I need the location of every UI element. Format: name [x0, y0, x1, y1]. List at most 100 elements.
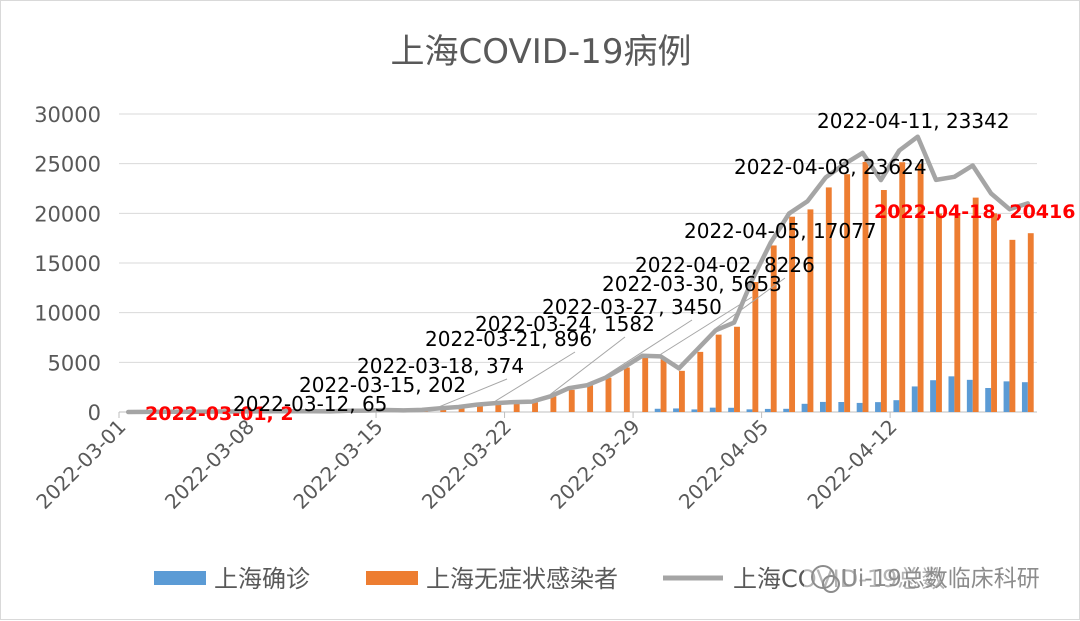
legend-swatch — [154, 571, 206, 585]
confirmed-bar — [893, 400, 900, 412]
confirmed-bar — [728, 407, 735, 412]
asymptomatic-bar — [770, 245, 777, 412]
confirmed-bar — [764, 408, 771, 412]
asymptomatic-bar — [899, 162, 906, 412]
leader-line — [550, 336, 626, 395]
y-tick-label: 30000 — [34, 103, 101, 127]
confirmed-bar — [746, 409, 753, 412]
gridlines — [119, 113, 1037, 413]
confirmed-bar — [930, 380, 937, 412]
confirmed-bar — [985, 387, 992, 412]
watermark-backdrop — [804, 559, 1044, 597]
x-tick-label: 2022-03-08 — [160, 415, 259, 514]
confirmed-bar — [783, 408, 790, 412]
asymptomatic-bar — [807, 209, 814, 412]
legend-swatch — [366, 571, 418, 585]
confirmed-bar — [691, 409, 698, 412]
confirmed-bar — [819, 401, 826, 412]
x-tick-label: 2022-04-12 — [802, 415, 901, 514]
confirmed-bar — [911, 386, 918, 412]
data-label: 2022-03-01, 2 — [145, 403, 294, 425]
asymptomatic-bar — [550, 396, 557, 412]
asymptomatic-bar — [880, 190, 887, 412]
data-label: 2022-04-18, 20416 — [874, 201, 1075, 223]
asymptomatic-bar — [715, 334, 722, 412]
confirmed-bar — [801, 403, 808, 412]
y-tick-label: 25000 — [34, 153, 101, 177]
asymptomatic-bar — [789, 216, 796, 412]
total-line — [125, 134, 1031, 415]
confirmed-bar — [709, 407, 716, 412]
asymptomatic-bar — [477, 404, 483, 412]
asymptomatic-bar — [954, 215, 961, 412]
annotation-leaders — [440, 277, 786, 407]
data-label: 2022-03-21, 896 — [425, 327, 592, 351]
asymptomatic-bar — [587, 385, 594, 412]
asymptomatic-bar — [660, 359, 667, 412]
y-tick-label: 10000 — [34, 302, 101, 326]
asymptomatic-bar — [513, 403, 520, 412]
data-label: 2022-03-30, 5653 — [602, 272, 782, 296]
asymptomatic-bar — [825, 187, 832, 412]
asymptomatic-bar — [458, 407, 465, 412]
confirmed-bar — [856, 402, 863, 412]
wechat-icon-bubble — [822, 575, 840, 593]
y-tick-label: 15000 — [34, 252, 101, 276]
y-tick-label: 5000 — [48, 351, 101, 375]
data-label: 2022-03-15, 202 — [299, 373, 466, 397]
confirmed-bar — [1003, 381, 1010, 412]
leader-line — [715, 277, 786, 329]
asymptomatic-bar — [752, 282, 759, 412]
x-tick-label: 2022-03-01 — [31, 415, 130, 514]
x-axis: 2022-03-01 2022-03-08 2022-03-15 2022-03-22… — [31, 411, 1037, 514]
y-tick-label: 0 — [88, 401, 101, 425]
asymptomatic-bar — [697, 351, 704, 412]
data-label: 2022-04-11, 23342 — [817, 109, 1010, 133]
confirmed-bar — [1021, 382, 1028, 412]
asymptomatic-bar — [862, 161, 869, 412]
line-series — [125, 134, 1031, 415]
asymptomatic-bar — [972, 197, 979, 412]
asymptomatic-bar — [991, 213, 997, 412]
data-label: 2022-04-02, 8226 — [635, 253, 815, 277]
asymptomatic-bar — [734, 326, 740, 412]
asymptomatic-bar — [678, 370, 685, 412]
confirmed-bar — [673, 408, 679, 412]
x-tick-label: 2022-03-15 — [288, 415, 387, 514]
asymptomatic-bar — [623, 367, 630, 412]
confirmed-bar — [654, 408, 661, 412]
asymptomatic-bar — [605, 377, 612, 412]
asymptomatic-bar — [917, 163, 924, 412]
asymptomatic-bar — [936, 213, 942, 412]
leader-line — [495, 351, 576, 402]
leader-line — [440, 378, 508, 407]
leader-line — [660, 296, 753, 355]
asymptomatic-bar — [1027, 233, 1034, 412]
data-label: 2022-04-05, 17077 — [684, 219, 877, 243]
asymptomatic-bar — [568, 389, 575, 412]
x-tick-label: 2022-03-22 — [417, 415, 516, 514]
x-tick-label: 2022-03-29 — [545, 415, 644, 514]
x-tick-label: 2022-04-05 — [674, 415, 773, 514]
asymptomatic-bar — [495, 403, 502, 412]
confirmed-bar — [875, 402, 881, 412]
legend-label: 上海确诊 — [214, 565, 310, 593]
data-label: 2022-03-27, 3450 — [542, 295, 722, 319]
confirmed-bar — [838, 402, 845, 412]
y-tick-label: 20000 — [34, 202, 101, 226]
data-label: 2022-04-08, 23624 — [734, 155, 927, 179]
confirmed-bar — [966, 379, 973, 412]
watermark-text: Ui-19总数临床科研 — [841, 566, 1040, 592]
data-label: 2022-03-18, 374 — [357, 354, 524, 378]
leader-line — [605, 319, 693, 377]
chart-title: 上海COVID-19病例 — [391, 32, 692, 72]
asymptomatic-bar — [1009, 239, 1016, 412]
asymptomatic-bar — [844, 174, 851, 412]
data-label: 2022-03-12, 65 — [233, 392, 387, 416]
confirmed-bar — [948, 376, 955, 412]
asymptomatic-bar — [642, 355, 649, 412]
bar-series — [128, 161, 1034, 413]
data-label: 2022-03-24, 1582 — [475, 312, 655, 336]
